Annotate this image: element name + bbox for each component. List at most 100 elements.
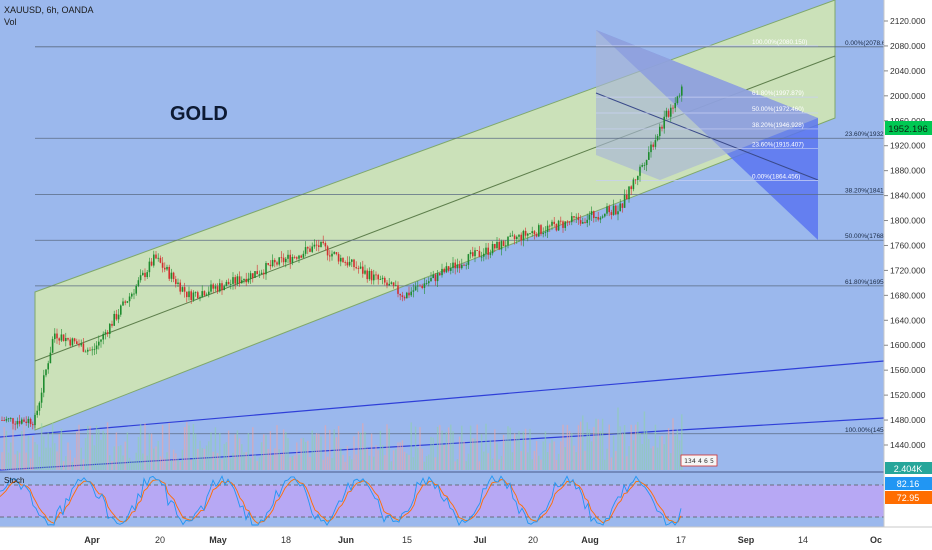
volume-bar	[14, 454, 16, 470]
candle-body	[511, 235, 514, 237]
volume-bar	[16, 450, 19, 470]
volume-bar	[344, 461, 346, 470]
candle-body	[212, 284, 214, 289]
candle-body	[579, 220, 582, 224]
fib-minor-label: 61.80%(1997.879)	[752, 90, 804, 97]
volume-bar	[648, 439, 650, 470]
volume-bar	[300, 438, 302, 470]
volume-badge-value: 2.404K	[894, 464, 923, 474]
volume-bar	[333, 429, 335, 470]
candle-body	[144, 272, 146, 278]
volume-bar	[181, 449, 184, 470]
price-axis[interactable]	[884, 0, 932, 550]
volume-bar	[615, 451, 617, 470]
fib-retracement-minor[interactable]: 100.00%(2080.150) 61.80%(1997.879) 50.00%(…	[596, 39, 818, 181]
time-axis[interactable]	[0, 527, 932, 550]
candle-body	[113, 313, 115, 326]
volume-bar	[463, 441, 465, 470]
volume-bar	[265, 435, 267, 470]
volume-bar	[98, 428, 100, 470]
volume-bar	[139, 424, 142, 470]
candle-body	[401, 295, 404, 297]
candle-body	[252, 273, 254, 278]
volume-bar	[324, 425, 327, 470]
volume-bar	[513, 433, 516, 470]
gold-annotation[interactable]: GOLD	[170, 103, 228, 125]
symbol-title: XAUUSD, 6h, OANDA	[4, 5, 94, 15]
fib-retracement-major[interactable]: 0.00%(2078.6 23.60%(1932. 38.20%(1841.6 50.…	[35, 40, 889, 435]
candle-body	[634, 179, 637, 181]
volume-bar	[474, 438, 476, 470]
volume-bar	[36, 444, 38, 470]
price-tick-label: 1880.000	[890, 166, 926, 176]
candle-body	[199, 297, 201, 299]
volume-bar	[577, 425, 580, 470]
candle-body	[551, 221, 553, 226]
candle-body	[170, 272, 173, 279]
candle-body	[1, 420, 3, 421]
volume-bar	[111, 461, 113, 470]
volume-bar	[670, 453, 672, 470]
candle-body	[529, 233, 531, 234]
trendline-upper[interactable]	[0, 360, 885, 438]
candle-body	[188, 291, 190, 298]
volume-bar	[120, 445, 122, 470]
candle-body	[137, 280, 140, 286]
candle-body	[630, 186, 632, 190]
volume-bar	[69, 450, 71, 470]
candle-body	[485, 247, 487, 254]
candle-body	[291, 256, 294, 263]
fib-major-label: 38.20%(1841.6	[845, 188, 889, 195]
candle-body	[120, 305, 122, 315]
candle-body	[370, 270, 373, 281]
volume-bar	[491, 458, 494, 470]
candle-body	[652, 144, 654, 147]
candle-body	[373, 274, 375, 281]
candle-body	[379, 279, 382, 280]
volume-bar	[252, 427, 254, 470]
candle-body	[654, 140, 657, 147]
candle-body	[483, 253, 485, 257]
candle-body	[304, 247, 307, 254]
price-tick-label: 1920.000	[890, 141, 926, 151]
volume-bar	[223, 443, 225, 470]
volume-bar	[601, 418, 604, 470]
volume-bar	[56, 451, 58, 470]
candle-body	[557, 220, 560, 231]
candle-body	[67, 337, 69, 340]
volume-bar	[128, 457, 131, 470]
volume-bar	[661, 436, 663, 470]
candle-body	[663, 116, 665, 129]
time-tick-label: 17	[676, 535, 686, 545]
time-axis-ticks: Apr 20 May 18 Jun 15 Jul 20 Aug 17 Sep 14 Oc	[84, 535, 882, 545]
volume-bar	[227, 430, 230, 470]
stoch-k-badge	[885, 477, 932, 490]
volume-bar	[285, 431, 287, 470]
volume-bar	[362, 423, 364, 470]
candle-body	[500, 241, 503, 250]
price-tick-label: 1960.000	[890, 116, 926, 126]
candle-body	[472, 252, 474, 257]
candle-body	[535, 234, 538, 237]
time-tick-label: 20	[528, 535, 538, 545]
fib-fan-inner	[596, 30, 818, 180]
volume-bar	[238, 438, 241, 470]
candle-body	[221, 283, 223, 291]
fib-major-label: 50.00%(1768.4	[845, 233, 889, 240]
volume-value-3: 6	[704, 457, 708, 465]
volume-bar	[186, 422, 188, 470]
volume-bar	[472, 438, 474, 470]
candle-body	[186, 291, 188, 298]
candle-body	[661, 126, 663, 129]
candle-body	[256, 271, 258, 275]
candle-body	[428, 281, 430, 284]
candle-body	[564, 221, 566, 228]
candle-body	[5, 419, 8, 421]
volume-bar	[7, 452, 10, 470]
candle-body	[667, 110, 670, 117]
candle-body	[346, 262, 349, 266]
volume-bar	[524, 428, 527, 470]
candle-body	[234, 277, 236, 284]
candle-body	[249, 273, 252, 279]
